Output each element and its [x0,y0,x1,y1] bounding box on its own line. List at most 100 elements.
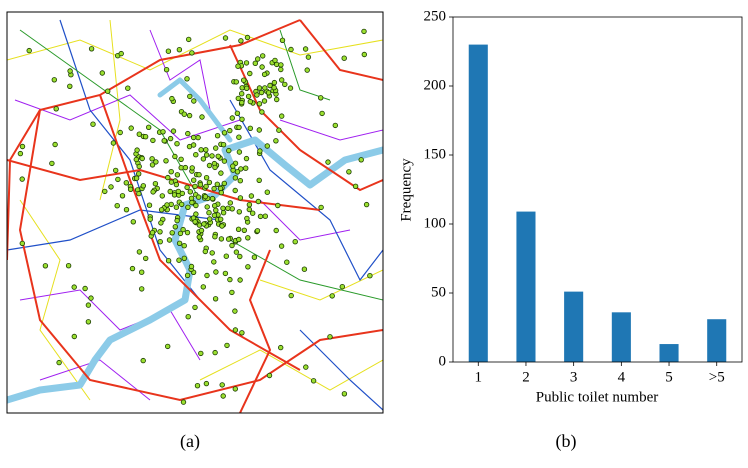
toilet-point [136,249,143,255]
toilet-point [167,188,173,195]
toilet-point [257,213,264,220]
toilet-point [168,168,174,175]
toilet-point [278,62,284,68]
toilet-point [273,227,279,234]
toilet-point [114,202,120,209]
toilet-point [239,116,245,122]
toilet-point [278,243,285,249]
toilet-point [222,270,229,277]
toilet-points [17,28,373,405]
toilet-point [102,188,108,195]
y-tick-label: 250 [424,8,447,24]
road [7,159,321,211]
toilet-point [185,314,191,320]
toilet-point [189,165,195,171]
toilet-point [236,124,242,131]
map [6,11,384,414]
toilet-point [164,202,170,208]
toilet-point [256,177,262,183]
toilet-point [123,206,130,213]
toilet-point [318,204,324,211]
y-tick-label: 200 [424,77,447,93]
toilet-point [212,145,219,151]
toilet-point [160,129,166,135]
toilet-point [170,128,177,134]
toilet-point [200,156,207,162]
toilet-point [212,164,218,171]
toilet-point [138,286,145,292]
toilet-point [262,213,268,219]
toilet-point [192,219,198,225]
toilet-point [174,140,180,147]
toilet-point [221,180,227,187]
toilet-point [181,242,187,249]
toilet-point [239,330,245,336]
bar-chart: Frequency Public toilet number 1 2 3 4 5 >5 0 5… [398,8,743,405]
toilet-point [181,255,187,261]
toilet-point [53,106,59,112]
toilet-point [85,302,92,308]
toilet-point [279,113,285,119]
toilet-point [211,212,218,219]
toilet-point [203,380,210,387]
toilet-point [232,175,239,181]
toilet-point [203,152,210,158]
toilet-point [71,284,77,290]
road [19,289,201,361]
toilet-point [190,134,197,141]
toilet-point [242,165,249,171]
toilet-point [214,132,221,139]
toilet-point [176,257,182,263]
toilet-point [245,93,252,100]
toilet-point [19,176,25,182]
toilet-point [150,189,156,195]
toilet-point [259,64,265,70]
toilet-point [182,164,189,171]
toilet-point [198,350,204,357]
toilet-point [229,242,235,249]
toilet-point [204,204,210,210]
toilet-point [341,391,348,397]
toilet-point [133,175,140,181]
road [39,359,151,401]
toilet-point [275,202,281,209]
x-tick-label: 5 [665,369,673,385]
toilet-point [230,163,236,169]
toilet-point [165,48,172,54]
toilet-point [234,169,241,175]
toilet-point [213,207,219,213]
toilet-point [325,159,331,165]
toilet-point [206,179,213,186]
toilet-point [222,35,229,41]
road [299,19,383,81]
toilet-point [265,90,272,96]
toilet-point [26,47,32,54]
toilet-point [225,205,231,211]
toilet-point [169,95,175,102]
toilet-point [220,141,227,148]
toilet-point [185,204,191,210]
toilet-point [135,171,142,177]
toilet-point [203,183,209,190]
toilet-point [238,90,245,97]
toilet-point [251,254,258,260]
toilet-point [197,181,204,188]
toilet-point [220,205,226,211]
toilet-point [158,207,165,213]
toilet-point [187,93,193,100]
road [279,119,383,141]
toilet-point [71,333,77,340]
toilet-point [134,147,140,153]
toilet-point [51,77,57,83]
toilet-point [178,156,184,162]
toilet-point [264,189,270,195]
toilet-point [196,171,202,178]
toilet-point [146,202,153,208]
toilet-point [187,189,193,195]
toilet-point [232,386,238,392]
toilet-point [166,237,173,243]
toilet-point [112,167,119,174]
toilet-point [245,264,251,270]
toilet-point [233,79,239,85]
toilet-point [302,46,309,52]
